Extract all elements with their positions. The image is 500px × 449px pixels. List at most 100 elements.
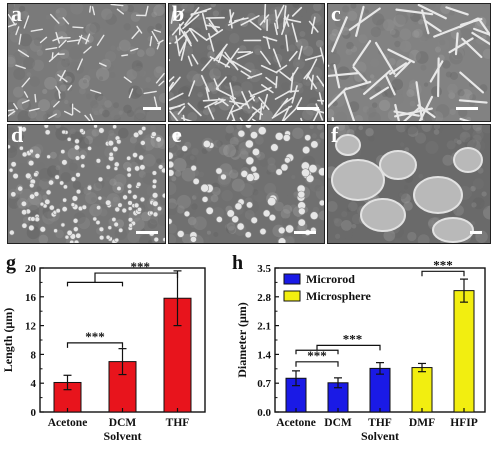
sem-grain xyxy=(175,199,180,204)
bar xyxy=(453,290,475,413)
sem-grain xyxy=(8,139,19,153)
sem-grain xyxy=(42,88,48,95)
sem-sphere xyxy=(132,194,138,200)
sem-grain xyxy=(171,176,177,182)
sem-sphere xyxy=(108,151,114,157)
sem-sphere xyxy=(44,198,51,205)
sem-sphere xyxy=(21,126,27,133)
sem-grain xyxy=(72,180,82,190)
sem-grain xyxy=(126,69,138,80)
sem-grain xyxy=(413,28,423,39)
sem-rod xyxy=(123,76,132,83)
sem-grain xyxy=(108,129,115,136)
sem-grain xyxy=(49,72,61,85)
sem-rod xyxy=(239,117,244,121)
sem-grain xyxy=(118,39,131,52)
x-tick-label: DCM xyxy=(324,417,352,429)
sem-sphere xyxy=(72,218,79,224)
y-tick-label: 20 xyxy=(25,263,37,275)
sem-rod xyxy=(305,58,318,80)
sem-rod xyxy=(151,30,159,43)
sem-grain xyxy=(410,175,419,184)
sem-sphere xyxy=(250,131,258,140)
sem-sphere xyxy=(114,206,121,213)
sem-sphere xyxy=(81,204,87,210)
sem-sphere xyxy=(237,129,246,138)
sem-grain xyxy=(394,40,401,48)
sem-sphere xyxy=(116,139,122,145)
sem-rod xyxy=(241,91,250,109)
sem-rod xyxy=(272,48,282,68)
sem-grain xyxy=(147,218,158,229)
sem-grain xyxy=(149,214,160,224)
sem-grain xyxy=(267,157,276,166)
sem-sphere xyxy=(200,183,210,193)
sem-grain xyxy=(299,30,306,37)
sem-rod xyxy=(272,97,289,118)
sem-sphere xyxy=(244,231,252,239)
x-axis-label: Solvent xyxy=(361,429,399,443)
sem-grain xyxy=(333,217,339,224)
y-tick-label: 3.5 xyxy=(257,263,271,275)
sem-rod xyxy=(240,95,256,108)
sem-sphere xyxy=(60,222,66,228)
sem-grain xyxy=(399,40,412,53)
chart-h: h 0.0 0.7 1.4 2.1 2.8 3.5 Diameter (μm) Acetone D… xyxy=(232,252,486,443)
sem-sphere xyxy=(30,216,36,222)
sem-grain xyxy=(130,12,141,22)
sem-rod xyxy=(30,28,43,32)
sem-grain xyxy=(229,136,239,147)
sem-grain xyxy=(376,18,389,31)
sem-sphere xyxy=(118,227,124,233)
sem-rod xyxy=(188,27,199,42)
sem-rod xyxy=(281,14,290,36)
sem-background xyxy=(8,4,165,121)
sem-rod xyxy=(215,88,237,100)
sem-sphere xyxy=(48,179,54,186)
sem-grain xyxy=(193,192,200,198)
y-tick-label: 0.7 xyxy=(257,378,271,390)
sem-sphere xyxy=(169,151,174,160)
sem-rod xyxy=(423,19,442,33)
sem-rod xyxy=(116,8,124,15)
sem-rod xyxy=(218,97,229,107)
sem-rod xyxy=(229,100,247,106)
sem-rod xyxy=(177,105,186,115)
sem-sphere xyxy=(153,236,159,243)
sem-rod xyxy=(121,54,129,57)
sem-grain xyxy=(309,125,314,129)
sem-grain xyxy=(126,4,135,13)
sem-grain xyxy=(36,162,46,171)
sem-grain xyxy=(412,125,421,130)
sem-sphere xyxy=(220,173,227,181)
sem-sphere xyxy=(251,148,260,156)
y-tick-label: 16 xyxy=(25,292,37,304)
sem-rod xyxy=(265,76,276,86)
sem-grain xyxy=(181,4,195,14)
sem-sphere xyxy=(171,131,181,141)
sem-grain xyxy=(459,131,471,143)
sem-sphere xyxy=(246,201,254,209)
sem-grain xyxy=(189,219,199,229)
sem-grain xyxy=(93,182,103,192)
sem-sphere xyxy=(107,140,114,147)
sem-grain xyxy=(446,140,456,150)
sem-grain xyxy=(240,81,253,94)
sem-grain xyxy=(133,87,143,98)
sem-grain xyxy=(461,125,472,131)
panel-label-d: d xyxy=(11,124,24,147)
sem-rod xyxy=(448,37,474,54)
sem-sphere xyxy=(226,209,235,218)
y-tick-label: 4 xyxy=(31,378,37,390)
sem-sphere xyxy=(231,215,239,224)
y-tick-label: 0 xyxy=(31,407,37,419)
sem-grain xyxy=(288,44,296,52)
sem-rod xyxy=(21,99,30,104)
sem-grain xyxy=(178,86,192,100)
sem-rod xyxy=(48,52,60,63)
sem-sphere xyxy=(277,237,287,243)
sem-rod xyxy=(230,110,236,121)
x-tick-label: DCM xyxy=(109,417,137,429)
sem-sphere xyxy=(250,216,258,224)
sem-grain xyxy=(185,74,191,79)
